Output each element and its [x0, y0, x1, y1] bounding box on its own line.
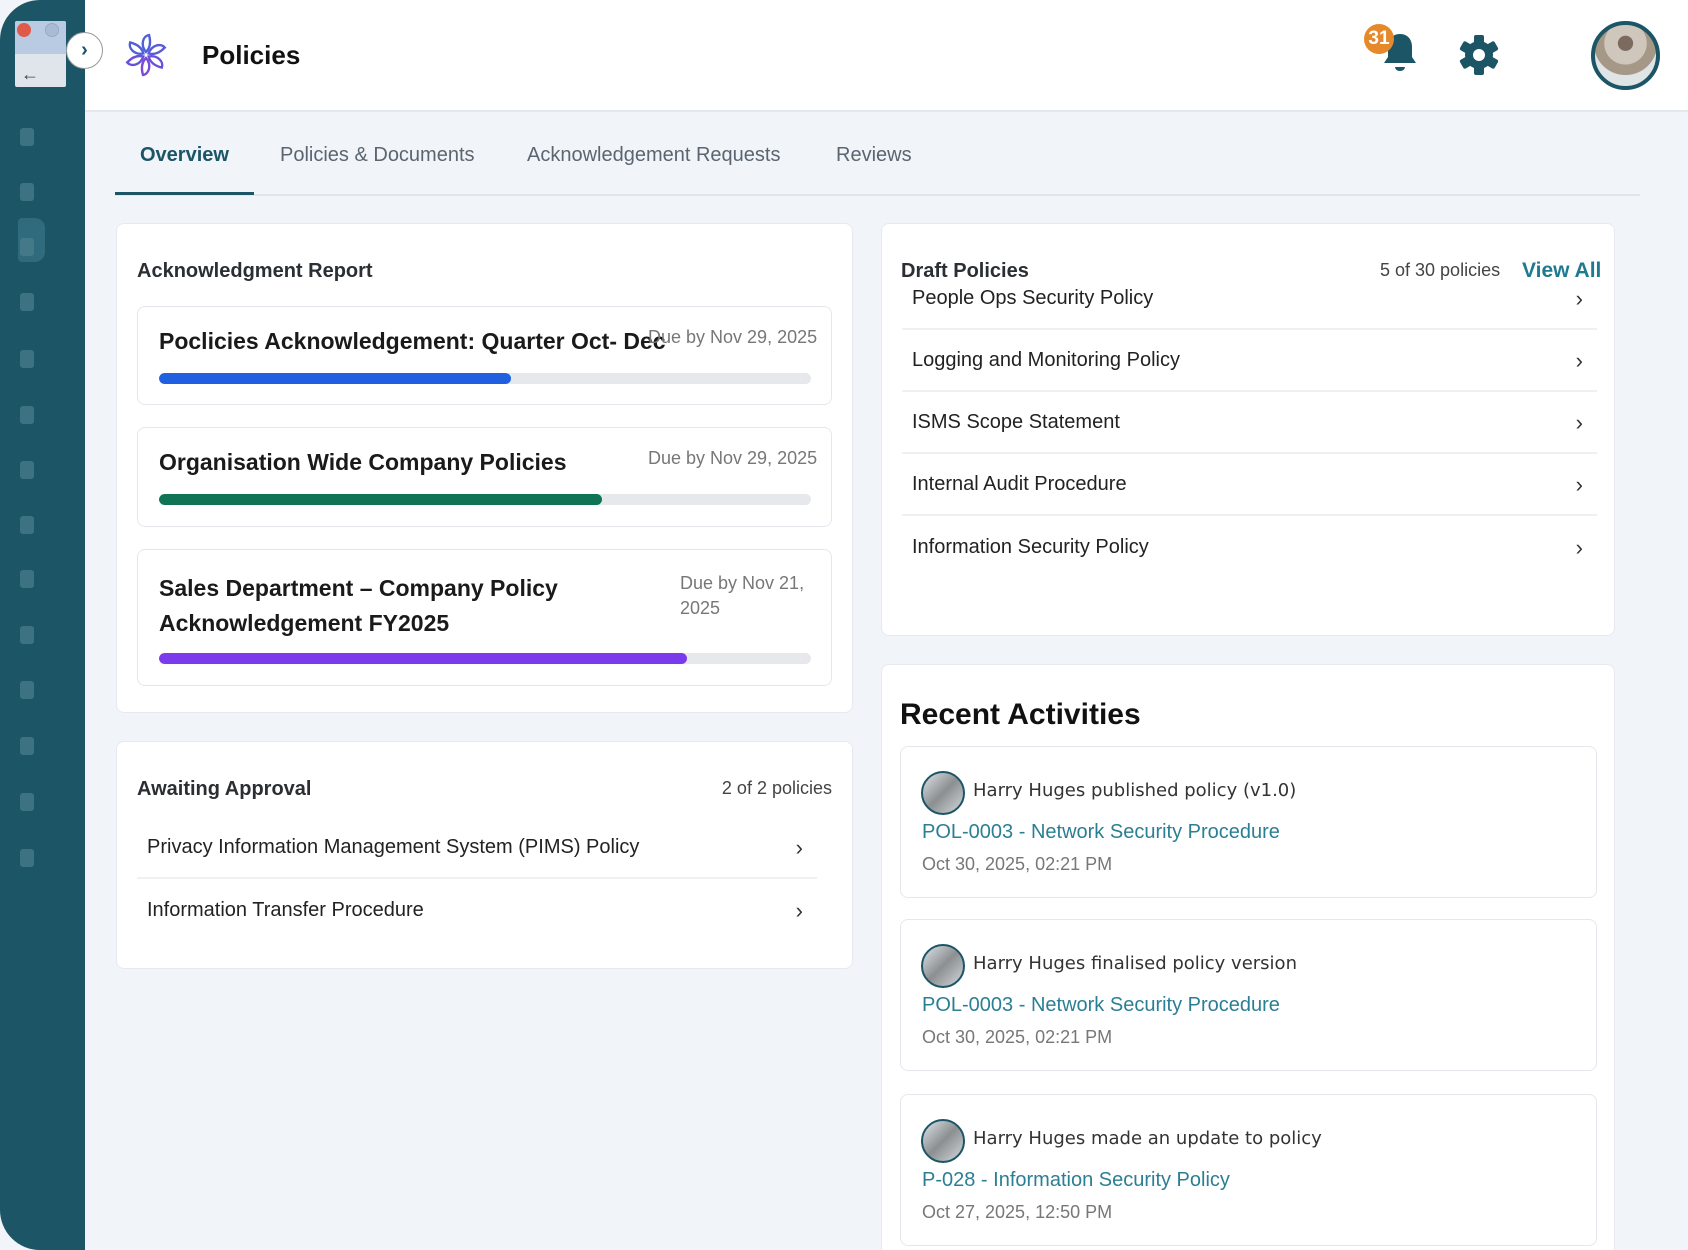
sidebar-nav-icon[interactable]	[20, 681, 34, 699]
tab-bar: Overview Policies & Documents Acknowledg…	[115, 112, 1640, 196]
activity-text: Harry Huges finalised policy version	[973, 953, 1297, 974]
activity-timestamp: Oct 27, 2025, 12:50 PM	[922, 1202, 1113, 1222]
draft-policy-item[interactable]: Information Security Policy ›	[902, 517, 1597, 578]
draft-policy-label: People Ops Security Policy	[912, 287, 1154, 309]
sidebar-nav-icon[interactable]	[20, 737, 34, 755]
draft-policy-label: ISMS Scope Statement	[912, 411, 1120, 433]
tab-acknowledgement-requests[interactable]: Acknowledgement Requests	[527, 144, 781, 166]
ack-item[interactable]: Organisation Wide Company Policies Due b…	[137, 427, 832, 527]
expand-sidebar-button[interactable]: ›	[66, 32, 103, 69]
activity-item: Harry Huges published policy (v1.0) POL-0…	[900, 746, 1597, 898]
progress-fill	[159, 494, 603, 505]
draft-policy-label: Logging and Monitoring Policy	[912, 349, 1180, 371]
policy-count: 2 of 2 policies	[721, 778, 832, 798]
progress-bar	[159, 373, 811, 384]
ack-title: Organisation Wide Company Policies	[159, 449, 567, 475]
tab-overview[interactable]: Overview	[140, 144, 229, 166]
chevron-right-icon: ›	[795, 897, 803, 923]
sidebar-nav-icon[interactable]	[20, 128, 34, 146]
activity-text: Harry Huges made an update to policy	[973, 1128, 1322, 1149]
progress-bar	[159, 653, 811, 664]
progress-fill	[159, 373, 512, 384]
notification-badge: 31	[1364, 24, 1394, 54]
view-all-link[interactable]: View All	[1522, 259, 1602, 282]
ack-item[interactable]: Sales Department – Company Policy Acknow…	[137, 549, 832, 686]
sidebar-nav-icon[interactable]	[20, 238, 34, 256]
sidebar-nav-icon[interactable]	[20, 350, 34, 368]
activity-timestamp: Oct 30, 2025, 02:21 PM	[922, 1027, 1113, 1047]
chevron-right-icon: ›	[1575, 409, 1583, 435]
ack-title: Poclicies Acknowledgement: Quarter Oct- …	[159, 328, 666, 354]
chevron-right-icon: ›	[81, 39, 88, 61]
draft-policy-label: Information Security Policy	[912, 536, 1149, 558]
card-title: Awaiting Approval	[137, 778, 312, 800]
draft-policy-label: Internal Audit Procedure	[912, 473, 1127, 495]
activity-avatar	[921, 944, 965, 988]
ack-title: Sales Department – Company Policy Acknow…	[159, 575, 558, 636]
ack-due: Due by Nov 21, 2025	[680, 573, 805, 618]
awaiting-approval-card: Awaiting Approval 2 of 2 policies Privac…	[116, 741, 853, 969]
approval-item-label: Information Transfer Procedure	[147, 899, 424, 921]
sidebar-nav-icon[interactable]	[20, 293, 34, 311]
window-thumbnail[interactable]: ←	[15, 21, 66, 87]
top-header: Policies	[85, 0, 1688, 112]
draft-policy-item[interactable]: People Ops Security Policy ›	[902, 269, 1597, 330]
tab-policies-documents[interactable]: Policies & Documents	[280, 144, 475, 166]
chevron-right-icon: ›	[1575, 347, 1583, 373]
gear-icon[interactable]	[1458, 34, 1500, 76]
progress-fill	[159, 653, 688, 664]
activity-policy-link[interactable]: POL-0003 - Network Security Procedure	[922, 821, 1280, 843]
page-title: Policies	[202, 40, 301, 70]
sidebar-nav-icon[interactable]	[20, 516, 34, 534]
approval-item-label: Privacy Information Management System (P…	[147, 836, 640, 858]
sidebar-nav-icon[interactable]	[20, 461, 34, 479]
card-title: Acknowledgment Report	[137, 260, 373, 282]
chevron-right-icon: ›	[795, 834, 803, 860]
sidebar: ←	[0, 0, 85, 1250]
activity-text: Harry Huges published policy (v1.0)	[973, 780, 1297, 801]
activity-avatar	[921, 771, 965, 815]
activity-item: Harry Huges made an update to policy P-02…	[900, 1094, 1597, 1246]
chevron-right-icon: ›	[1575, 534, 1583, 560]
recent-activities-card: Recent Activities Harry Huges published …	[881, 664, 1615, 1250]
draft-policies-card: Draft Policies 5 of 30 policies View All…	[881, 223, 1615, 636]
chevron-right-icon: ›	[1575, 285, 1583, 311]
card-title: Recent Activities	[900, 698, 1141, 731]
progress-bar	[159, 494, 811, 505]
active-tab-indicator	[115, 192, 254, 195]
approval-item[interactable]: Privacy Information Management System (P…	[137, 818, 817, 879]
ack-due: Due by Nov 29, 2025	[648, 327, 818, 347]
draft-policy-item[interactable]: Logging and Monitoring Policy ›	[902, 331, 1597, 392]
draft-policy-item[interactable]: ISMS Scope Statement ›	[902, 393, 1597, 454]
activity-timestamp: Oct 30, 2025, 02:21 PM	[922, 854, 1113, 874]
sidebar-nav-icon[interactable]	[20, 849, 34, 867]
back-arrow-icon[interactable]: ←	[21, 64, 39, 84]
sidebar-nav-icon[interactable]	[20, 626, 34, 644]
logo-icon	[125, 33, 167, 77]
policy-count: 5 of 30 policies	[1380, 260, 1501, 280]
acknowledgment-report-card: Acknowledgment Report Poclicies Acknowle…	[116, 223, 853, 713]
tab-reviews[interactable]: Reviews	[836, 144, 912, 166]
activity-policy-link[interactable]: P-028 - Information Security Policy	[922, 1169, 1230, 1191]
activity-avatar	[921, 1119, 965, 1163]
chevron-right-icon: ›	[1575, 471, 1583, 497]
activity-item: Harry Huges finalised policy version POL-…	[900, 919, 1597, 1071]
sidebar-nav-icon[interactable]	[20, 570, 34, 588]
draft-policy-item[interactable]: Internal Audit Procedure ›	[902, 455, 1597, 516]
sidebar-nav-icon[interactable]	[20, 406, 34, 424]
user-avatar[interactable]	[1591, 21, 1660, 90]
ack-due: Due by Nov 29, 2025	[648, 448, 818, 468]
ack-item[interactable]: Poclicies Acknowledgement: Quarter Oct- …	[137, 306, 832, 405]
sidebar-nav-icon[interactable]	[20, 793, 34, 811]
sidebar-nav-icon[interactable]	[20, 183, 34, 201]
activity-policy-link[interactable]: POL-0003 - Network Security Procedure	[922, 994, 1280, 1016]
card-title: Draft Policies	[901, 260, 1029, 282]
approval-item[interactable]: Information Transfer Procedure ›	[137, 880, 817, 941]
